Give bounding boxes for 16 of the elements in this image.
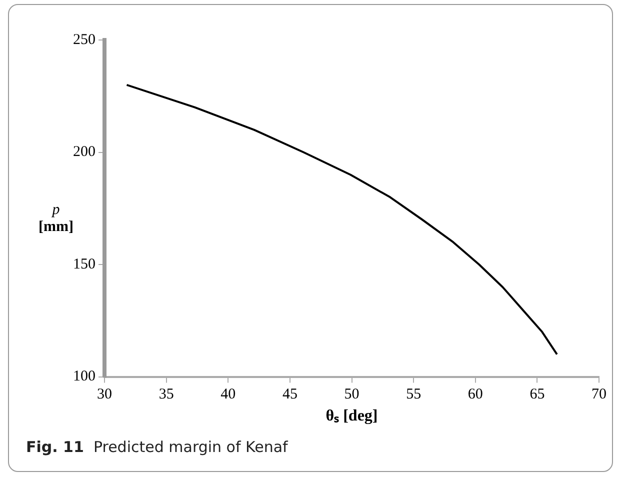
x-tick-label: 45	[282, 386, 298, 403]
y-tick-label: 200	[73, 144, 96, 160]
y-tick-label: 100	[73, 368, 96, 385]
x-tick-label: 70	[592, 386, 606, 403]
y-tick-label: 250	[73, 32, 96, 48]
x-tick-label: 40	[220, 386, 236, 403]
x-axis-title: θₛ [deg]	[326, 408, 378, 425]
x-tick-label: 50	[344, 386, 360, 403]
caption: Fig. 11 Predicted margin of Kenaf	[26, 438, 288, 456]
x-tick-label: 60	[468, 386, 483, 403]
x-tick-label: 35	[158, 386, 174, 403]
x-tick-label: 55	[406, 386, 422, 403]
y-axis-title: p [mm]	[38, 202, 74, 236]
x-tick-label: 30	[97, 386, 112, 403]
y-tick-label: 150	[73, 256, 96, 272]
x-tick-label: 65	[530, 386, 545, 403]
